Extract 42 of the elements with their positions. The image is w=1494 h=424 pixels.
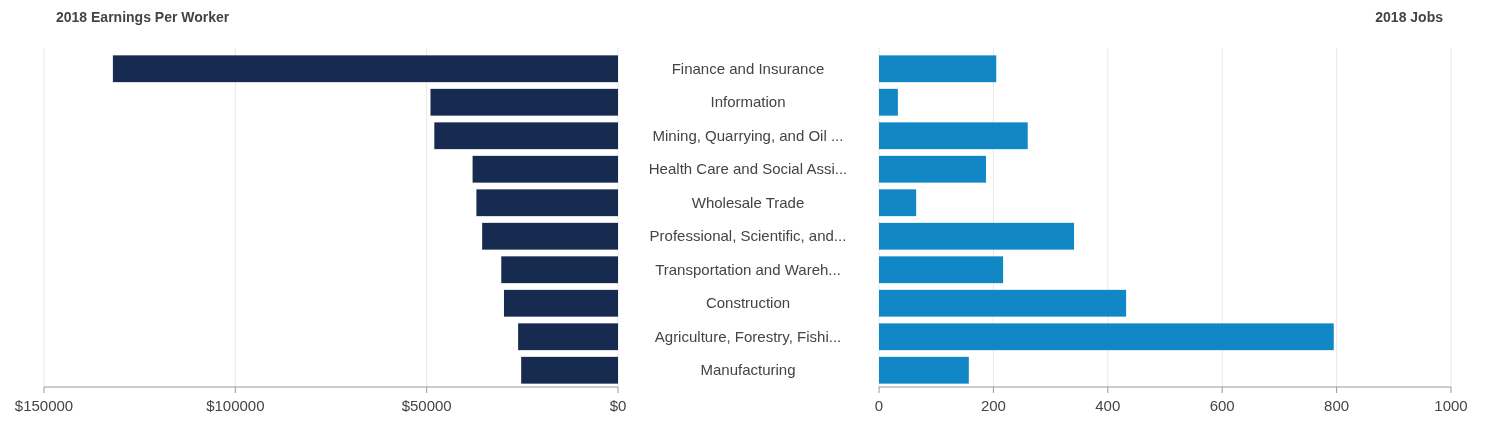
y-tick-label: Health Care and Social Assi...	[648, 160, 848, 178]
y-tick-label: Professional, Scientific, and...	[649, 227, 847, 245]
x-tick-label: 1000	[1434, 397, 1468, 414]
x-tick-label: 600	[1209, 397, 1235, 414]
chart-title: 2018 Earnings Per Worker	[56, 9, 230, 25]
x-tick-label: $50000	[401, 397, 452, 414]
bar	[112, 55, 618, 83]
bar	[482, 222, 618, 250]
bar	[879, 88, 898, 116]
bar	[434, 122, 618, 150]
x-tick-label: $100000	[206, 397, 265, 414]
bar	[879, 189, 917, 217]
y-tick-label: Information	[710, 93, 786, 111]
bar	[476, 189, 618, 217]
x-tick-label: 200	[980, 397, 1006, 414]
y-tick-label: Construction	[705, 294, 791, 312]
x-tick-label: 800	[1324, 397, 1350, 414]
chart-title: 2018 Jobs	[1375, 9, 1444, 25]
y-tick-label: Mining, Quarrying, and Oil ...	[652, 126, 844, 144]
bar	[879, 155, 986, 183]
bar	[501, 256, 618, 284]
bar	[879, 55, 997, 83]
x-tick-label: $150000	[14, 397, 74, 414]
y-tick-label: Manufacturing	[700, 361, 796, 379]
bar	[879, 222, 1075, 250]
bar	[879, 256, 1004, 284]
y-tick-label: Transportation and Wareh...	[655, 260, 841, 278]
y-tick-label: Wholesale Trade	[691, 193, 805, 211]
x-tick-label: 400	[1095, 397, 1121, 414]
bar	[430, 88, 618, 116]
bar	[472, 155, 618, 183]
bar	[879, 289, 1127, 317]
bar	[518, 323, 618, 351]
bar	[879, 122, 1028, 150]
y-tick-label: Agriculture, Forestry, Fishi...	[654, 327, 842, 345]
bar	[521, 356, 618, 384]
bar	[879, 323, 1334, 351]
x-tick-label: 0	[874, 397, 884, 414]
bar	[879, 356, 969, 384]
x-tick-label: $0	[609, 397, 627, 414]
bar	[503, 289, 618, 317]
y-tick-label: Finance and Insurance	[671, 59, 825, 77]
